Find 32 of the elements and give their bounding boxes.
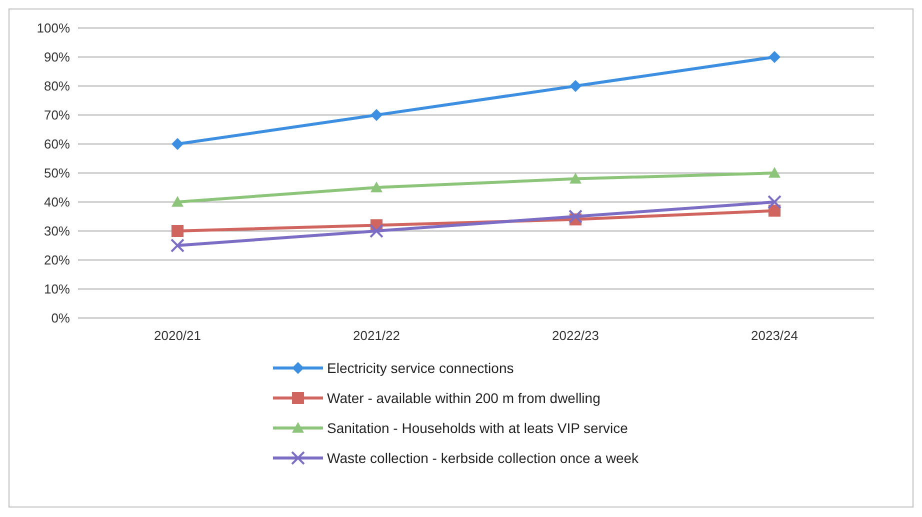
y-tick-label: 40%: [44, 194, 70, 210]
y-tick-label: 30%: [44, 224, 70, 239]
point: [768, 51, 780, 63]
point: [172, 225, 184, 237]
x-tick-label: 2023/24: [751, 328, 798, 343]
x-tick-label: 2020/21: [154, 328, 201, 343]
legend-label: Water - available within 200 m from dwelling: [327, 390, 600, 406]
x-tick-label: 2022/23: [552, 328, 599, 343]
y-tick-label: 70%: [44, 108, 70, 123]
point: [570, 80, 582, 92]
x-tick-label: 2021/22: [353, 328, 400, 343]
y-tick-label: 60%: [44, 136, 70, 152]
legend-label: Waste collection - kerbside collection once a week: [327, 450, 640, 466]
point: [370, 109, 382, 121]
point: [172, 196, 184, 207]
y-tick-label: 10%: [44, 282, 70, 297]
point: [370, 182, 382, 192]
y-tick-label: 50%: [44, 166, 70, 181]
point: [170, 238, 184, 252]
legend-label: Electricity service connections: [327, 360, 514, 376]
point: [768, 195, 782, 209]
legend-label: Sanitation - Households with at leats VIP service: [327, 420, 628, 436]
y-tick-label: 100%: [36, 20, 70, 36]
point: [370, 224, 384, 238]
point: [568, 210, 582, 224]
point: [570, 172, 582, 184]
point: [768, 167, 780, 178]
y-tick-label: 0%: [51, 310, 70, 326]
y-tick-label: 20%: [44, 252, 70, 268]
y-tick-label: 90%: [44, 50, 70, 65]
point: [172, 138, 184, 150]
y-tick-label: 80%: [44, 78, 70, 94]
